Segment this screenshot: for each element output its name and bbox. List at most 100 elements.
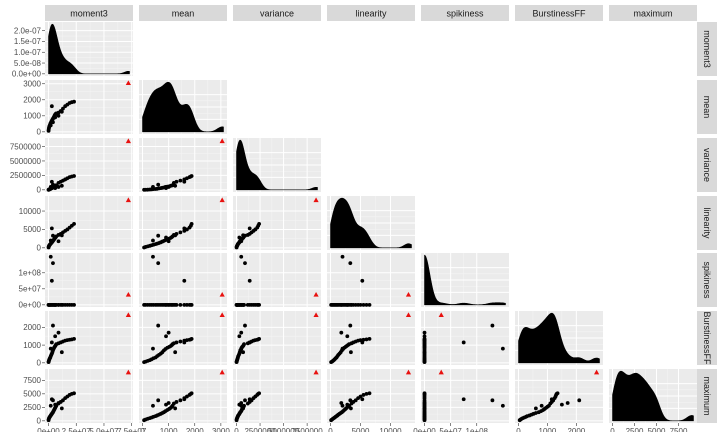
data-point <box>182 340 187 345</box>
data-point <box>61 106 65 111</box>
data-point <box>174 179 179 184</box>
data-point <box>173 233 178 238</box>
data-point <box>189 302 194 307</box>
data-point <box>156 261 161 266</box>
data-point <box>56 113 61 118</box>
panel-BurstinessFF-vs-mean <box>139 311 227 365</box>
data-point <box>237 235 242 240</box>
outlier-point <box>219 369 225 375</box>
row-strip-label: variance <box>702 148 712 182</box>
column-strip-BurstinessFF: BurstinessFF <box>515 5 603 21</box>
y-axis-BurstinessFF: 0 1000 2000 <box>23 323 45 368</box>
y-tick-label: 1.5e-07 <box>14 37 42 46</box>
data-point <box>340 346 345 351</box>
panel-BurstinessFF-vs-linearity <box>327 311 415 365</box>
data-point <box>577 398 582 403</box>
data-point <box>178 339 183 344</box>
data-point <box>239 401 244 405</box>
data-point <box>340 254 345 259</box>
x-axis-maximum: 0 2500 5000 7500 <box>610 423 688 432</box>
data-point <box>490 398 495 403</box>
x-tick-label: 0e+00 <box>413 427 436 432</box>
panel-spikiness-vs-moment3 <box>45 253 133 307</box>
panel-mean-vs-moment3 <box>45 80 133 134</box>
data-point <box>360 278 365 283</box>
column-strip-maximum: maximum <box>609 5 697 21</box>
outlier-point <box>438 369 444 375</box>
data-point <box>72 174 76 178</box>
y-tick-label: 5e+07 <box>19 285 42 294</box>
x-axis-linearity: 0 5000 10000 <box>328 423 402 432</box>
outlier-point <box>405 291 412 297</box>
y-tick-label: 0 <box>37 359 42 368</box>
data-point <box>189 222 194 226</box>
data-point <box>500 403 505 408</box>
data-point <box>53 235 58 240</box>
data-point <box>48 123 53 128</box>
data-point <box>53 334 58 339</box>
data-point <box>239 239 244 244</box>
x-tick-label: 5000 <box>648 427 666 432</box>
data-point <box>156 182 161 187</box>
data-point <box>173 406 178 411</box>
y-tick-label: 0.0e+00 <box>12 70 42 79</box>
x-tick-label: 5.0e+07 <box>89 427 119 432</box>
row-strip-label: mean <box>702 96 712 119</box>
y-tick-label: 5.0e-08 <box>14 59 42 68</box>
data-point <box>243 261 247 266</box>
x-tick-label: 0 <box>328 427 333 432</box>
data-point <box>72 302 76 307</box>
x-tick-label: 0 <box>610 427 615 432</box>
data-point <box>49 397 54 402</box>
data-point <box>533 411 538 415</box>
data-point <box>241 233 246 238</box>
panel-maximum-vs-maximum <box>609 369 697 423</box>
column-strip-linearity: linearity <box>327 5 415 21</box>
x-tick-label: 0 <box>140 427 145 432</box>
data-point <box>56 330 61 335</box>
data-point <box>178 398 183 403</box>
data-point <box>178 230 183 235</box>
data-point <box>178 302 183 307</box>
data-point <box>360 397 365 402</box>
data-point <box>173 183 178 188</box>
data-point <box>156 398 161 403</box>
outlier-point <box>313 197 319 203</box>
data-point <box>178 178 183 183</box>
data-point <box>348 261 353 266</box>
data-point <box>174 400 179 404</box>
data-point <box>364 337 369 342</box>
x-tick-label: 10000 <box>379 427 402 432</box>
y-tick-label: 2500000 <box>10 171 42 180</box>
data-point <box>243 323 247 328</box>
x-tick-label: 1e+08 <box>466 427 489 432</box>
data-point <box>367 336 372 341</box>
row-strip-label: spikiness <box>702 261 712 299</box>
data-point <box>422 336 427 341</box>
data-point <box>358 302 363 307</box>
data-point <box>422 391 427 396</box>
data-point <box>166 330 171 335</box>
data-point <box>555 391 560 396</box>
data-point <box>247 340 252 345</box>
row-strip-label: moment3 <box>702 30 712 68</box>
outlier-point <box>313 369 319 375</box>
data-point <box>361 302 366 307</box>
column-strip-label: variance <box>260 9 294 19</box>
x-tick-label: 5000 <box>352 427 370 432</box>
column-strip-label: BurstinessFF <box>532 9 586 19</box>
x-tick-label: 2500000 <box>244 427 276 432</box>
x-axis-mean: 0 1000 2000 3000 <box>140 423 230 432</box>
data-point <box>72 336 76 341</box>
data-point <box>339 302 344 307</box>
x-tick-label: 5000000 <box>268 427 300 432</box>
data-point <box>247 278 252 283</box>
x-tick-label: 7500000 <box>292 427 324 432</box>
y-tick-label: 7500000 <box>10 142 42 151</box>
outlier-point <box>125 197 131 203</box>
data-point <box>189 174 194 178</box>
x-tick-label: 0 <box>516 427 521 432</box>
data-point <box>156 323 161 328</box>
data-point <box>151 403 155 408</box>
data-point <box>56 302 61 307</box>
